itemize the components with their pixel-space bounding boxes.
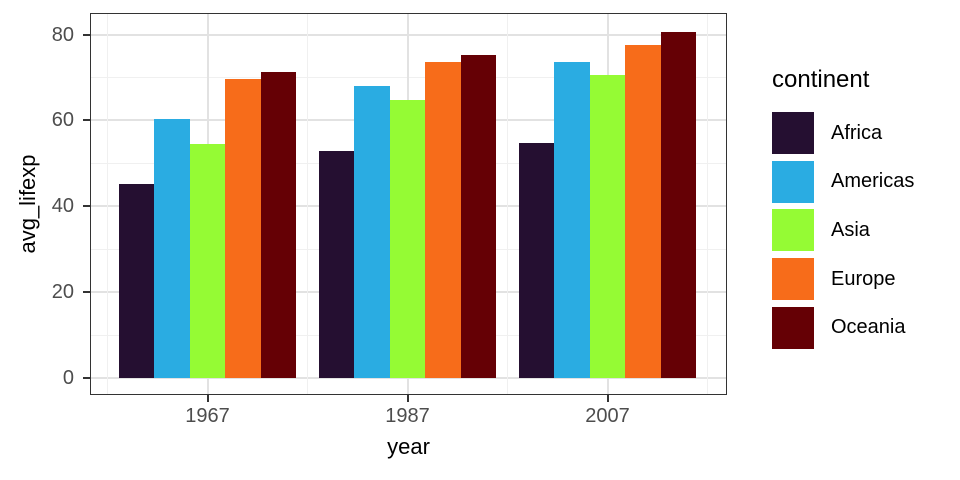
y-tick-label: 80 xyxy=(51,23,74,46)
y-tick-mark xyxy=(83,33,90,36)
legend-items: Africa Americas Asia Europe Oceania xyxy=(772,109,914,352)
bar-americas-1987 xyxy=(354,86,390,378)
legend-item-europe: Europe xyxy=(772,255,914,304)
legend-item-africa: Africa xyxy=(772,109,914,158)
legend: continent Africa Americas Asia Europe Oceani… xyxy=(772,66,914,352)
legend-title: continent xyxy=(772,66,870,93)
bar-americas-1967 xyxy=(154,118,190,378)
y-tick-label: 0 xyxy=(62,367,74,389)
bar-asia-2007 xyxy=(589,74,626,378)
x-tick-mark xyxy=(206,395,209,402)
bar-europe-1987 xyxy=(425,62,461,378)
bar-africa-2007 xyxy=(518,143,555,378)
gridline-minor-v xyxy=(307,13,308,395)
x-tick-mark xyxy=(406,395,409,402)
bar-oceania-2007 xyxy=(660,31,697,378)
x-tick-label: 2007 xyxy=(585,405,630,427)
y-tick-label: 60 xyxy=(51,109,74,132)
gridline-minor-v xyxy=(707,13,708,395)
asia-color-swatch xyxy=(772,209,814,252)
gridline-minor-v xyxy=(507,13,508,395)
legend-label: Oceania xyxy=(831,316,906,339)
y-tick-mark xyxy=(83,291,90,294)
x-tick-mark xyxy=(606,395,609,402)
plot-panel xyxy=(90,13,727,395)
bar-asia-1987 xyxy=(389,99,426,378)
legend-label: Asia xyxy=(831,218,870,241)
gridline-minor-v xyxy=(107,13,108,395)
legend-item-americas: Americas xyxy=(772,158,914,207)
bar-europe-2007 xyxy=(625,44,661,378)
y-tick-mark xyxy=(83,377,90,379)
americas-color-swatch xyxy=(772,160,814,203)
legend-label: Europe xyxy=(831,267,896,290)
legend-item-asia: Asia xyxy=(772,206,914,255)
bar-europe-1967 xyxy=(225,78,261,378)
y-tick-mark xyxy=(83,205,90,208)
legend-item-oceania: Oceania xyxy=(772,303,914,352)
x-tick-label: 1967 xyxy=(185,405,230,427)
bar-americas-2007 xyxy=(554,61,590,378)
legend-label: Americas xyxy=(831,170,915,193)
europe-color-swatch xyxy=(772,258,814,301)
gridline-minor-h xyxy=(90,77,727,79)
bar-oceania-1967 xyxy=(260,71,297,378)
bar-oceania-1987 xyxy=(460,54,497,378)
x-tick-label: 1987 xyxy=(385,405,430,427)
bar-asia-1967 xyxy=(189,144,226,378)
bar-africa-1967 xyxy=(118,183,155,378)
africa-color-swatch xyxy=(772,112,814,155)
x-axis-title: year xyxy=(387,434,430,459)
oceania-color-swatch xyxy=(772,306,814,349)
y-tick-mark xyxy=(83,119,90,122)
bar-africa-1987 xyxy=(318,150,355,378)
y-tick-label: 40 xyxy=(51,195,74,218)
y-tick-label: 20 xyxy=(51,281,74,304)
legend-label: Africa xyxy=(831,121,883,144)
gridline-major-h xyxy=(90,33,727,36)
gridline-major-h xyxy=(90,377,727,379)
